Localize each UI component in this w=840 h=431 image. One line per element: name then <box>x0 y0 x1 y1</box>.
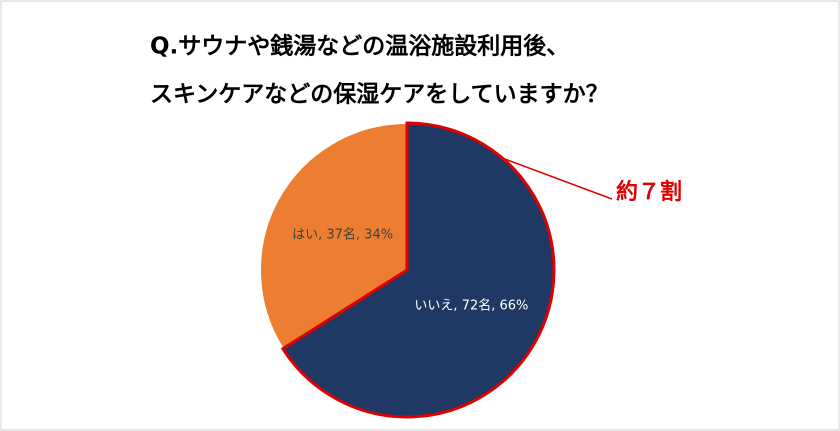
annotation-line <box>501 157 613 200</box>
data-label: いいえ, 72名, 66% <box>414 297 528 313</box>
chart-title: スキンケアなどの保湿ケアをしていますか？ <box>150 81 609 108</box>
highlight-outline <box>280 121 556 419</box>
chart-title: Q.サウナや銭湯などの温浴施設利用後、 <box>150 33 569 60</box>
value-label: , 37名, 34% <box>318 226 393 242</box>
annotation: 約７割 <box>616 179 682 205</box>
data-label: はい, 37名, 34% <box>292 226 393 242</box>
category-name: はい <box>292 227 318 242</box>
value-label: , 72名, 66% <box>453 297 528 313</box>
category-name: いいえ <box>414 298 453 313</box>
